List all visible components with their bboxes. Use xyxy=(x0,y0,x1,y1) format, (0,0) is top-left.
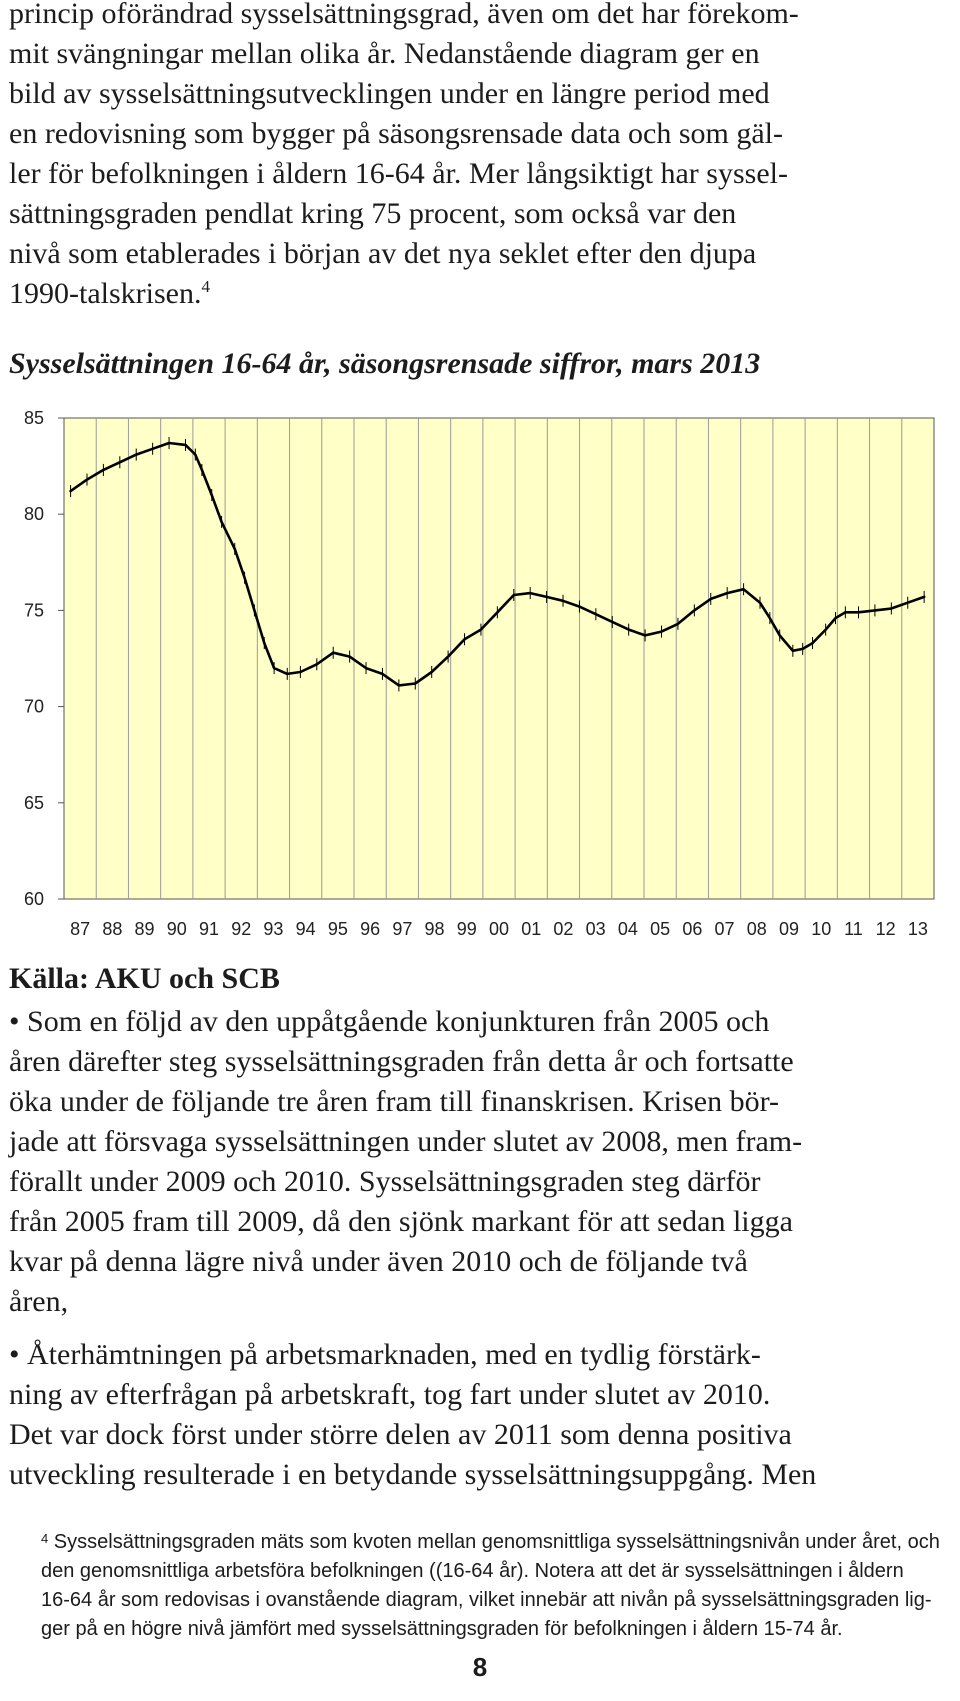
bullet2-line: Det var dock först under större delen av… xyxy=(9,1418,792,1451)
x-tick-label: 12 xyxy=(876,919,896,939)
x-tick-label: 02 xyxy=(553,919,573,939)
employment-line-chart: 87 88 89 90 91 92 93 94 95 96 97 98 99 00 01 02 03 04 05 06… xyxy=(24,408,935,939)
bullet1-line: förallt under 2009 och 2010. Sysselsättn… xyxy=(9,1165,761,1198)
x-tick-label: 99 xyxy=(457,919,477,939)
x-tick-label: 96 xyxy=(360,919,380,939)
chart-title: Sysselsättningen 16-64 år, säsongsrensad… xyxy=(9,347,761,380)
intro-line: bild av sysselsättningsutvecklingen unde… xyxy=(9,77,770,110)
bullet1-line: • Som en följd av den uppåtgående konjun… xyxy=(9,1005,770,1038)
bullet1-line: öka under de följande tre åren fram till… xyxy=(9,1085,779,1118)
x-tick-label: 93 xyxy=(263,919,283,939)
footnote: 4 Sysselsättningsgraden mäts som kvoten … xyxy=(41,1528,951,1644)
bullet1-line: åren därefter steg sysselsättningsgraden… xyxy=(9,1045,794,1078)
intro-line-last: 1990-talskrisen.4 xyxy=(9,274,955,314)
x-tick-label: 88 xyxy=(102,919,122,939)
intro-line: en redovisning som bygger på säsongsrens… xyxy=(9,117,783,150)
intro-line: nivå som etablerades i början av det nya… xyxy=(9,237,757,270)
x-tick-label: 10 xyxy=(811,919,831,939)
bullet2-line: • Återhämtningen på arbetsmarknaden, med… xyxy=(9,1338,761,1371)
x-tick-label: 97 xyxy=(392,919,412,939)
plot-group: 87 88 89 90 91 92 93 94 95 96 97 98 99 00 01 02 03 04 05 06… xyxy=(24,408,935,939)
plot-area xyxy=(63,417,935,900)
footnote-line: den genomsnittliga arbetsföra befolkning… xyxy=(41,1560,904,1582)
x-tick-label: 07 xyxy=(715,919,735,939)
x-tick-label: 04 xyxy=(618,919,638,939)
footnote-line: 16-64 år som redovisas i ovanstående dia… xyxy=(41,1589,932,1611)
bullet1-line: åren, xyxy=(9,1285,69,1318)
x-tick-label: 00 xyxy=(489,919,509,939)
intro-line: princip oförändrad sysselsättningsgrad, … xyxy=(9,0,799,30)
y-tick-label: 85 xyxy=(24,408,44,428)
intro-paragraph: princip oförändrad sysselsättningsgrad, … xyxy=(9,0,955,314)
x-tick-label: 05 xyxy=(650,919,670,939)
x-tick-label: 01 xyxy=(521,919,541,939)
x-tick-label: 92 xyxy=(231,919,251,939)
x-tick-label: 98 xyxy=(425,919,445,939)
bullet2-line: utveckling resulterade i en betydande sy… xyxy=(9,1458,817,1491)
footnote-line-text: Sysselsättningsgraden mäts som kvoten me… xyxy=(53,1531,940,1553)
bullet-paragraph-1: • Som en följd av den uppåtgående konjun… xyxy=(9,1002,955,1322)
chart-source: Källa: AKU och SCB xyxy=(9,962,280,995)
x-tick-label: 90 xyxy=(167,919,187,939)
bullet-paragraph-2: • Återhämtningen på arbetsmarknaden, med… xyxy=(9,1335,955,1495)
x-tick-label: 09 xyxy=(779,919,799,939)
series-line xyxy=(69,441,926,687)
intro-line: sättningsgraden pendlat kring 75 procent… xyxy=(9,197,737,230)
footnote-marker: 4 xyxy=(41,1531,49,1546)
y-tick-label: 80 xyxy=(24,504,44,524)
x-tick-label: 94 xyxy=(296,919,316,939)
bullet1-line: kvar på denna lägre nivå under även 2010… xyxy=(9,1245,748,1278)
x-tick-label: 91 xyxy=(199,919,219,939)
footnote-ref[interactable]: 4 xyxy=(201,277,210,296)
x-tick-label: 13 xyxy=(908,919,928,939)
x-tick-label: 87 xyxy=(70,919,90,939)
x-tick-label: 06 xyxy=(682,919,702,939)
footnote-line: ger på en högre nivå jämfört med syssels… xyxy=(41,1618,843,1640)
x-tick-label: 89 xyxy=(135,919,155,939)
y-tick-label: 70 xyxy=(24,697,44,717)
page-number: 8 xyxy=(472,1652,488,1682)
x-tick-label: 95 xyxy=(328,919,348,939)
intro-line: mit svängningar mellan olika år. Nedanst… xyxy=(9,37,760,70)
bullet1-line: från 2005 fram till 2009, då den sjönk m… xyxy=(9,1205,793,1238)
footnote-line: 4 Sysselsättningsgraden mäts som kvoten … xyxy=(41,1528,951,1557)
x-tick-label: 08 xyxy=(747,919,767,939)
intro-line: ler för befolkningen i åldern 16-64 år. … xyxy=(9,157,788,190)
x-tick-label: 03 xyxy=(586,919,606,939)
y-tick-label: 75 xyxy=(24,600,44,620)
y-tick-label: 60 xyxy=(24,889,44,909)
y-tick-label: 65 xyxy=(24,793,44,813)
x-tick-label: 11 xyxy=(844,919,863,939)
bullet1-line: jade att försvaga sysselsättningen under… xyxy=(9,1125,803,1158)
bullet2-line: ning av efterfrågan på arbetskraft, tog … xyxy=(9,1378,771,1411)
intro-line-text: 1990-talskrisen. xyxy=(9,277,202,310)
